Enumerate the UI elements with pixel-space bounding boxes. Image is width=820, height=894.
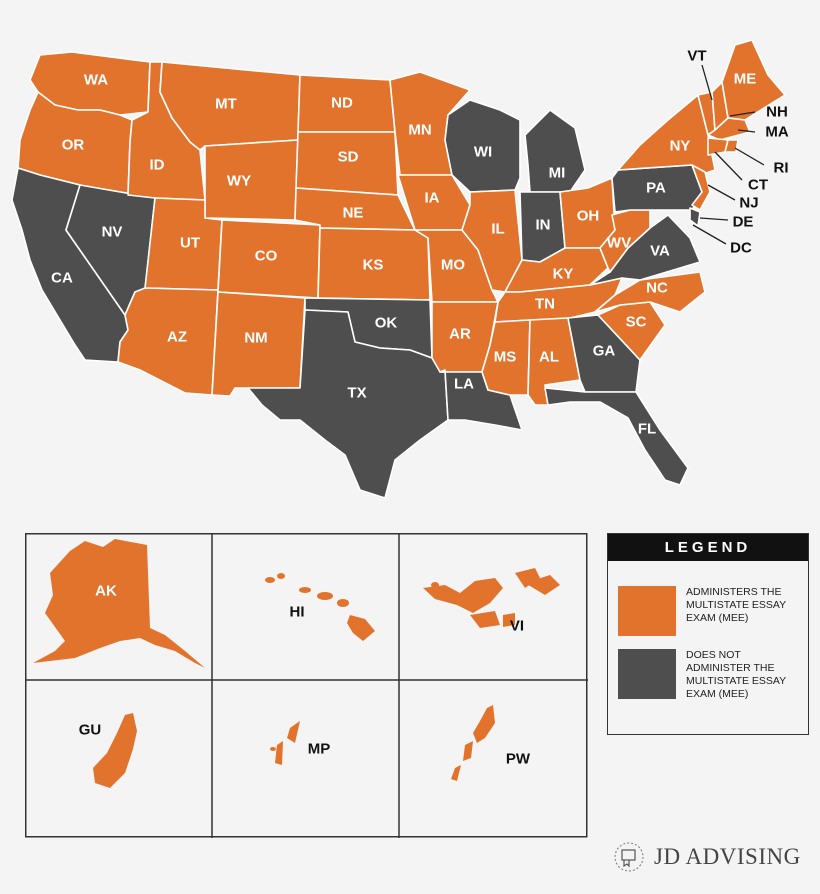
label-AL: AL	[539, 348, 559, 366]
label-WY: WY	[226, 172, 252, 190]
label-WI: WI	[473, 143, 493, 161]
brand-logo: JD ADVISING	[612, 840, 801, 874]
label-DE: DE	[732, 213, 754, 231]
label-OR: OR	[61, 136, 85, 154]
state-TX[interactable]	[247, 309, 449, 499]
label-MP: MP	[307, 740, 331, 758]
legend-item-no-mee: DOES NOT ADMINISTER THE MULTISTATE ESSAY…	[618, 649, 796, 701]
label-MS: MS	[493, 348, 517, 366]
label-MI: MI	[548, 164, 566, 182]
inset-HI[interactable]	[265, 573, 375, 641]
label-ID: ID	[149, 156, 165, 174]
state-DE[interactable]	[689, 207, 701, 227]
territory-insets	[25, 533, 588, 838]
label-PA: PA	[646, 179, 666, 197]
label-SD: SD	[337, 148, 359, 166]
label-MO: MO	[440, 256, 466, 274]
state-NJ[interactable]	[691, 164, 711, 211]
label-MA: MA	[765, 123, 789, 141]
brand-name: JD ADVISING	[654, 844, 801, 869]
label-SC: SC	[625, 313, 647, 331]
state-MI[interactable]	[524, 109, 586, 193]
label-MN: MN	[408, 121, 432, 139]
label-AZ: AZ	[167, 328, 187, 346]
state-WY[interactable]	[204, 139, 299, 221]
inset-VI[interactable]	[423, 568, 560, 628]
label-FL: FL	[637, 420, 657, 438]
legend-swatch-mee	[618, 586, 676, 636]
label-IL: IL	[491, 220, 505, 238]
label-WV: WV	[606, 234, 632, 252]
label-PW: PW	[505, 750, 531, 768]
label-NY: NY	[669, 137, 691, 155]
label-CT: CT	[748, 176, 768, 194]
legend-title: LEGEND	[608, 534, 808, 561]
legend-item-mee: ADMINISTERS THE MULTISTATE ESSAY EXAM (M…	[618, 586, 796, 636]
label-HI: HI	[289, 603, 305, 621]
label-UT: UT	[180, 234, 200, 252]
label-GU: GU	[78, 721, 102, 739]
label-NV: NV	[101, 223, 123, 241]
label-RI: RI	[773, 159, 789, 177]
legend-swatch-no-mee	[618, 649, 676, 699]
label-ME: ME	[733, 70, 757, 88]
label-OK: OK	[374, 314, 398, 332]
label-KS: KS	[362, 256, 384, 274]
label-NM: NM	[244, 329, 268, 347]
label-CA: CA	[51, 269, 73, 287]
pointer-lines	[692, 64, 765, 245]
state-KS[interactable]	[317, 227, 431, 301]
state-WI[interactable]	[444, 99, 521, 193]
label-VI: VI	[509, 617, 525, 635]
label-DC: DC	[730, 239, 752, 257]
inset-PW[interactable]	[451, 705, 495, 781]
label-NE: NE	[342, 204, 364, 222]
state-FL[interactable]	[544, 387, 689, 486]
legend-label-no-mee: DOES NOT ADMINISTER THE MULTISTATE ESSAY…	[686, 649, 786, 700]
us-map	[11, 39, 786, 499]
inset-MP[interactable]	[270, 721, 300, 765]
inset-AK[interactable]	[33, 539, 205, 668]
label-VT: VT	[687, 47, 707, 65]
label-NJ: NJ	[739, 194, 759, 212]
label-IN: IN	[535, 216, 551, 234]
label-TX: TX	[347, 384, 367, 402]
label-TN: TN	[535, 295, 555, 313]
label-NC: NC	[646, 279, 668, 297]
state-RI[interactable]	[724, 139, 739, 153]
label-NH: NH	[766, 103, 788, 121]
label-AK: AK	[95, 582, 117, 600]
label-GA: GA	[592, 342, 616, 360]
label-AR: AR	[449, 325, 471, 343]
label-VA: VA	[650, 242, 670, 260]
state-IL[interactable]	[461, 189, 523, 293]
label-WA: WA	[83, 71, 109, 89]
legend-label-mee: ADMINISTERS THE MULTISTATE ESSAY EXAM (M…	[686, 586, 786, 624]
label-OH: OH	[576, 207, 600, 225]
inset-GU[interactable]	[93, 713, 137, 788]
label-IA: IA	[424, 189, 440, 207]
label-KY: KY	[552, 265, 574, 283]
label-MT: MT	[215, 95, 237, 113]
label-LA: LA	[454, 375, 474, 393]
label-ND: ND	[331, 94, 353, 112]
state-WV[interactable]	[599, 209, 651, 273]
label-CO: CO	[254, 247, 278, 265]
legend: LEGEND ADMINISTERS THE MULTISTATE ESSAY …	[607, 533, 809, 735]
state-NC[interactable]	[594, 271, 706, 313]
diploma-seal-icon	[614, 842, 644, 872]
